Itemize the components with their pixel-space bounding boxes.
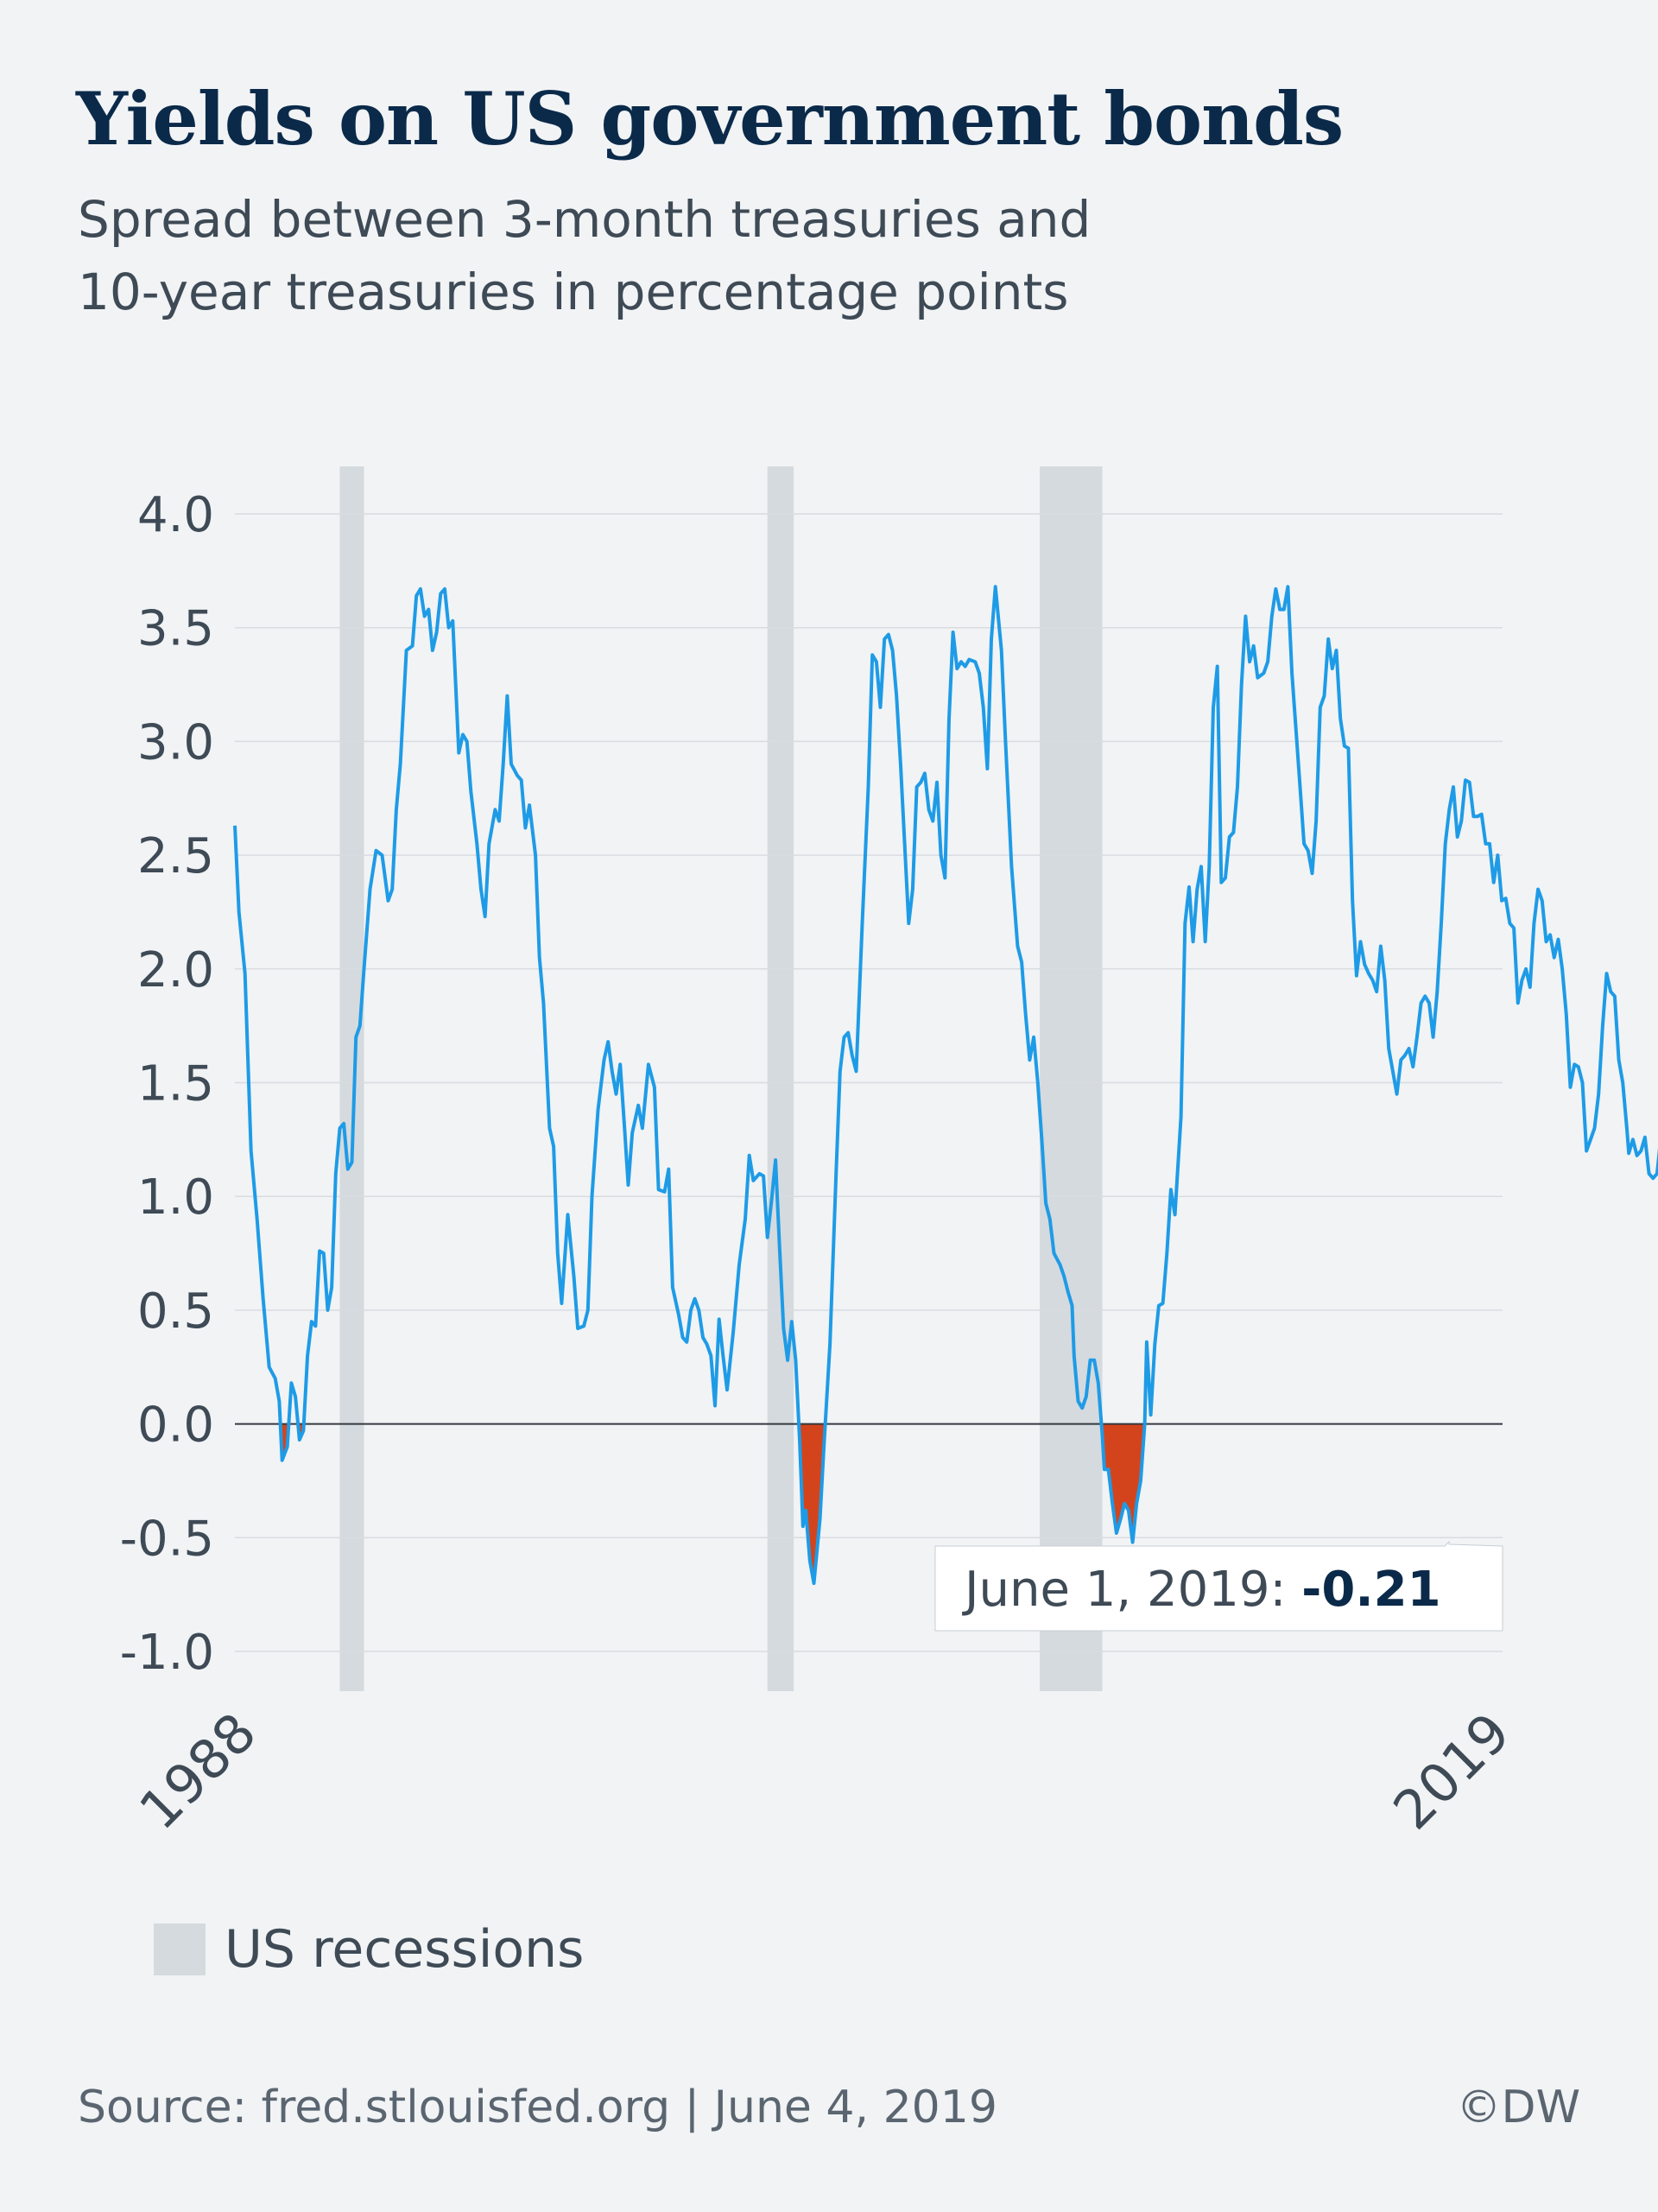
value-callout: June 1, 2019: -0.21 — [934, 1540, 1503, 1632]
subtitle-line-1: Spread between 3-month treasuries and — [78, 190, 1092, 249]
series-layer — [233, 585, 1658, 1585]
y-axis: 4.0 3.5 3.0 2.5 2.0 1.5 1.0 0.5 0.0 -0.5 -1.0 — [120, 487, 214, 1681]
chart-subtitle: Spread between 3-month treasuries and 10… — [78, 183, 1373, 328]
recession-swatch — [154, 1924, 206, 1975]
subtitle-line-2: 10-year treasuries in percentage points — [78, 263, 1069, 321]
y-tick-label: 1.0 — [137, 1169, 214, 1226]
y-tick-label: 3.0 — [137, 714, 214, 770]
series-line — [233, 585, 1658, 1585]
y-tick-label: 0.5 — [137, 1283, 214, 1340]
recession-band-3 — [1040, 466, 1103, 1691]
y-tick-label: 1.5 — [137, 1056, 214, 1112]
y-tick-label: -0.5 — [120, 1511, 214, 1567]
y-tick-label: 4.0 — [137, 487, 214, 543]
inversion-area — [1101, 1423, 1145, 1543]
callout-value: -0.21 — [1301, 1562, 1440, 1618]
legend-label: US recessions — [225, 1919, 585, 1980]
gridlines — [235, 513, 1503, 1652]
copyright: ©DW — [1456, 2082, 1580, 2133]
legend: US recessions — [154, 1919, 584, 1980]
callout-label: June 1, 2019: — [962, 1562, 1301, 1618]
y-tick-label: 0.0 — [137, 1398, 214, 1454]
y-tick-label: 2.5 — [137, 828, 214, 884]
chart-title: Yields on US government bonds — [76, 76, 1344, 162]
y-tick-label: 2.0 — [137, 942, 214, 998]
y-tick-label: -1.0 — [120, 1625, 214, 1681]
x-tick-label: 2019 — [1381, 1701, 1522, 1841]
recession-band-1 — [339, 466, 364, 1691]
recession-band-2 — [767, 466, 794, 1691]
inversion-area — [799, 1423, 826, 1583]
x-axis: 1988 2019 — [127, 1701, 1522, 1841]
recession-bands — [339, 466, 1103, 1691]
callout-text: June 1, 2019: -0.21 — [962, 1562, 1441, 1618]
callout-box — [934, 1540, 1503, 1632]
source-note: Source: fred.stlouisfed.org | June 4, 20… — [78, 2082, 997, 2133]
x-tick-label: 1988 — [127, 1701, 268, 1841]
y-tick-label: 3.5 — [137, 601, 214, 657]
